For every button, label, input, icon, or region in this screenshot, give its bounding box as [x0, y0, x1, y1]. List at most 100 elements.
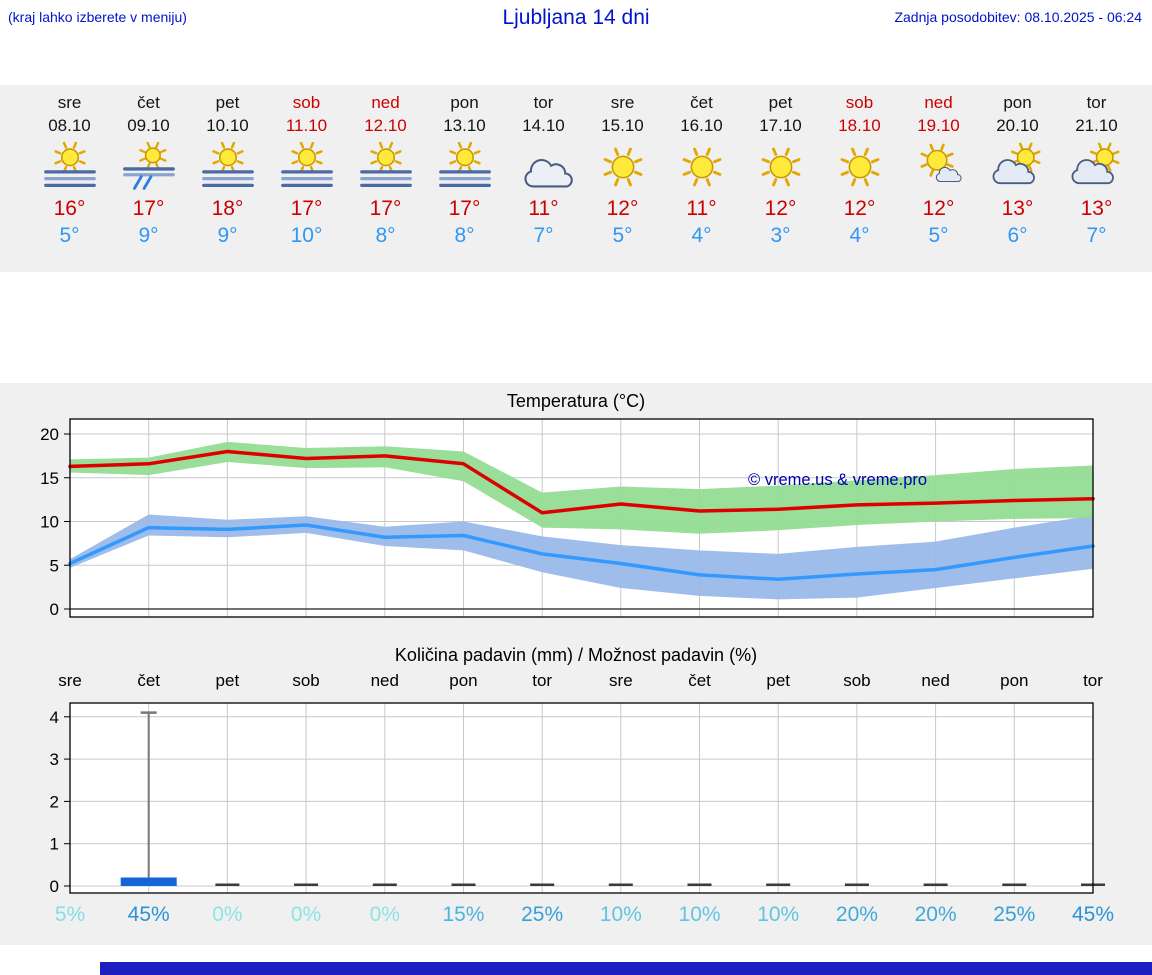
zero-precip-mark [844, 883, 869, 886]
sun-icon [840, 147, 879, 187]
day-high-temp: 16° [53, 197, 86, 220]
precipitation-chart-title: Količina padavin (mm) / Možnost padavin … [394, 645, 758, 665]
svg-text:4: 4 [50, 708, 59, 727]
precip-day-label: ned [370, 671, 399, 690]
temperature-chart: 0 5 10 15 20 © vreme.us & vreme.pro [0, 415, 1152, 623]
day-low-temp: 8° [375, 224, 396, 247]
zero-precip-mark [372, 883, 397, 886]
cloud-icon [524, 159, 573, 188]
day-name: tor [1086, 93, 1107, 112]
day-low-temp: 8° [454, 224, 475, 247]
weather-icon-wrap [671, 142, 733, 192]
day-high-temp: 13° [1080, 197, 1113, 220]
day-high-temp: 12° [922, 197, 955, 220]
forecast-day-column: čet 16.10 11° 4° [662, 93, 741, 272]
precip-probability-label: 20% [914, 903, 957, 926]
forecast-day-column: pet 17.10 12° 3° [741, 93, 820, 272]
day-high-temp: 13° [1001, 197, 1034, 220]
day-high-temp: 12° [843, 197, 876, 220]
weather-icon-wrap [987, 142, 1049, 192]
day-high-temp: 12° [764, 197, 797, 220]
sun-icon [682, 147, 721, 187]
svg-text:1: 1 [50, 835, 59, 854]
precipitation-chart: 0 1 2 3 4 [0, 699, 1152, 899]
day-date: 11.10 [285, 116, 328, 135]
precip-day-label: tor [1083, 671, 1103, 690]
forecast-day-column: sob 18.10 12° 4° [820, 93, 899, 272]
sun-cloud-icon [1071, 142, 1119, 185]
forecast-day-column: ned 19.10 12° 5° [899, 93, 978, 272]
weather-icon-wrap [39, 141, 101, 192]
forecast-strip: sre 08.10 16° 5° čet 09.10 17° 9° pet 10.10 18° 9° s… [0, 85, 1152, 272]
precip-probability-label: 25% [993, 903, 1036, 926]
day-date: 19.10 [917, 116, 960, 135]
precip-probability-label: 10% [678, 903, 721, 926]
svg-text:3: 3 [50, 750, 59, 769]
day-low-temp: 10° [290, 224, 323, 247]
day-name: sre [57, 93, 82, 112]
precip-probability-label: 20% [835, 903, 878, 926]
precip-probability-label: 0% [369, 903, 400, 926]
zero-precip-mark [294, 883, 319, 886]
precip-probability-label: 0% [290, 903, 322, 926]
svg-text:5: 5 [50, 556, 59, 575]
forecast-day-column: tor 21.10 13° 7° [1057, 93, 1136, 272]
sun-icon [761, 147, 800, 187]
day-date: 20.10 [996, 116, 1039, 135]
forecast-day-column: ned 12.10 17° 8° [346, 93, 425, 272]
fog-icon [359, 141, 412, 188]
day-low-temp: 5° [928, 224, 949, 247]
weather-icon-wrap [908, 142, 970, 192]
day-date: 13.10 [443, 116, 486, 135]
day-low-temp: 7° [1086, 224, 1107, 247]
day-date: 14.10 [522, 116, 565, 135]
charts-section: Temperatura (°C) 0 5 10 15 20 © vreme.us & vr… [0, 383, 1152, 945]
day-name: ned [924, 93, 953, 112]
day-name: pon [450, 93, 479, 112]
last-update-text: Zadnja posodobitev: 08.10.2025 - 06:24 [894, 9, 1142, 25]
watermark-text: © vreme.us & vreme.pro [748, 471, 927, 489]
precip-day-label: pon [449, 671, 478, 690]
precip-probability-label: 10% [599, 903, 642, 926]
day-low-temp: 3° [770, 224, 791, 247]
weather-icon-wrap [592, 142, 654, 192]
forecast-day-column: pon 13.10 17° 8° [425, 93, 504, 272]
day-low-temp: 9° [138, 224, 159, 247]
weather-icon-wrap [434, 141, 496, 192]
precip-probability-label: 45% [1071, 903, 1115, 926]
rain-icon [122, 141, 175, 190]
zero-precip-mark [530, 883, 555, 886]
day-low-temp: 9° [217, 224, 238, 247]
day-name: sob [845, 93, 874, 112]
svg-text:15: 15 [40, 469, 59, 488]
day-low-temp: 4° [691, 224, 712, 247]
svg-text:0: 0 [50, 600, 59, 619]
precip-probability-label: 5% [54, 903, 86, 926]
day-name: pon [1003, 93, 1032, 112]
day-name: sob [292, 93, 321, 112]
precip-day-label: tor [532, 671, 553, 690]
temperature-chart-title: Temperatura (°C) [506, 391, 646, 411]
day-name: sre [610, 93, 635, 112]
precip-probability-label: 45% [127, 903, 170, 926]
day-name: tor [533, 93, 554, 112]
weather-icon-wrap [829, 142, 891, 192]
svg-text:20: 20 [40, 425, 59, 444]
forecast-day-column: sre 15.10 12° 5° [583, 93, 662, 272]
zero-precip-mark [608, 883, 633, 886]
day-date: 09.10 [127, 116, 170, 135]
day-date: 08.10 [48, 116, 91, 135]
menu-hint-text: (kraj lahko izberete v meniju) [8, 9, 187, 25]
day-high-temp: 17° [448, 197, 481, 220]
weather-icon-wrap [118, 141, 180, 192]
fog-icon [438, 141, 491, 188]
precip-day-label: sre [609, 671, 633, 690]
sun-cloud-icon [992, 142, 1040, 185]
weather-icon-wrap [750, 142, 812, 192]
day-low-temp: 5° [612, 224, 633, 247]
fog-icon [280, 141, 333, 188]
day-high-temp: 11° [528, 197, 559, 220]
fog-icon [201, 141, 254, 188]
svg-text:2: 2 [50, 792, 59, 811]
